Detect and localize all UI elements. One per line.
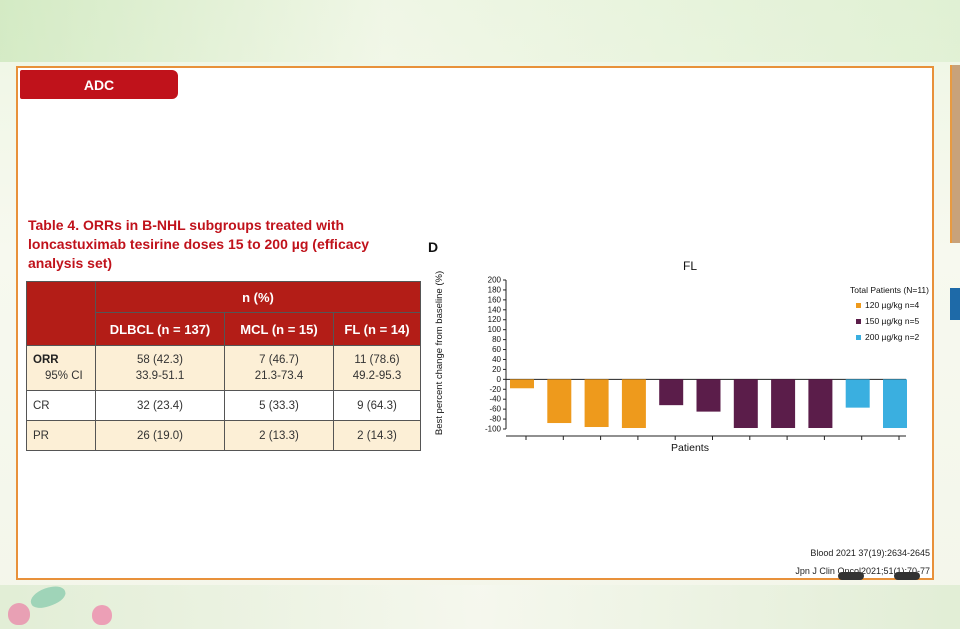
reference-jpn-j-clin-oncol: Jpn J Clin Oncol2021;51(1):70-77 [795,566,930,576]
bar [584,379,609,428]
x-axis-label: Patients [671,442,709,454]
section-tag: ADC [20,70,178,99]
bar [621,379,646,429]
y-tick-label: 80 [492,335,501,344]
y-axis-label: Best percent change from baseline (%) [434,271,445,435]
legend-entry: 200 µg/kg n=2 [865,332,920,342]
y-tick-label: 200 [488,276,502,285]
y-tick-label: -60 [489,405,501,414]
legend-swatch [856,303,861,308]
table-cell: 7 (46.7) 21.3-73.4 [224,345,334,391]
panel-label: D [428,239,438,255]
column-header-dlbcl: DLBCL (n = 137) [95,312,225,346]
y-tick-label: 20 [492,365,501,374]
bar [845,379,870,408]
y-tick-label: -20 [489,385,501,394]
table-cell: 9 (64.3) [333,390,421,421]
bar [808,379,833,429]
legend-swatch [856,319,861,324]
y-tick-label: 160 [488,295,502,304]
y-tick-label: 120 [488,315,502,324]
bar [771,379,796,429]
table-cell: 2 (13.3) [224,420,334,451]
y-tick-label: -40 [489,395,501,404]
table-cell: 11 (78.6) 49.2-95.3 [333,345,421,391]
bar [883,379,907,429]
overlay-button[interactable] [894,572,920,580]
y-tick-label: -80 [489,415,501,424]
y-tick-label: 100 [488,325,502,334]
table-row-pr: PR 26 (19.0) 2 (13.3) 2 (14.3) [26,420,421,451]
bar [659,379,684,406]
table-cell: 26 (19.0) [95,420,225,451]
table-row-orr: ORR 95% CI 58 (42.3) 33.9-51.1 7 (46.7) 21… [26,345,421,391]
bar [696,379,721,412]
reference-blood: Blood 2021 37(19):2634-2645 [810,548,930,558]
legend-entry: 150 µg/kg n=5 [865,316,920,326]
y-tick-label: 180 [488,285,502,294]
table-corner-cell [26,281,96,346]
row-label-pr: PR [26,420,96,451]
column-header-mcl: MCL (n = 15) [224,312,334,346]
slide-frame: ADC Table 4. ORRs in B-NHL subgroups tre… [16,66,934,580]
bar [733,379,758,429]
orr-table: n (%) DLBCL (n = 137) MCL (n = 15) FL (n… [26,281,421,451]
y-tick-label: 140 [488,305,502,314]
background-decoration-top [0,0,960,62]
background-decoration-bottom [0,585,960,629]
y-tick-label: 0 [497,375,502,384]
y-tick-label: -100 [485,425,502,434]
flower-decoration-left [8,603,30,625]
table-cell: 58 (42.3) 33.9-51.1 [95,345,225,391]
table-title: Table 4. ORRs in B-NHL subgroups treated… [28,217,370,271]
row-label-orr: ORR 95% CI [26,345,96,391]
y-tick-label: 40 [492,355,501,364]
legend-swatch [856,335,861,340]
bar [510,379,534,389]
column-header-fl: FL (n = 14) [333,312,421,346]
next-slide-thumbnail[interactable] [950,65,960,243]
table-cell: 5 (33.3) [224,390,334,421]
bar [547,379,572,424]
legend-entry: 120 µg/kg n=4 [865,300,920,310]
side-blue-tab [950,288,960,320]
waterfall-chart: D FL 200180160140120100806040200-20-40-6… [428,239,929,454]
table-group-header: n (%) [95,281,421,313]
table-row-cr: CR 32 (23.4) 5 (33.3) 9 (64.3) [26,390,421,421]
legend-title: Total Patients (N=11) [850,285,929,295]
y-tick-label: 60 [492,345,501,354]
chart-title: FL [683,259,697,273]
overlay-button[interactable] [838,572,864,580]
table-cell: 32 (23.4) [95,390,225,421]
table-cell: 2 (14.3) [333,420,421,451]
flower-decoration-left-2 [92,605,112,625]
row-label-cr: CR [26,390,96,421]
